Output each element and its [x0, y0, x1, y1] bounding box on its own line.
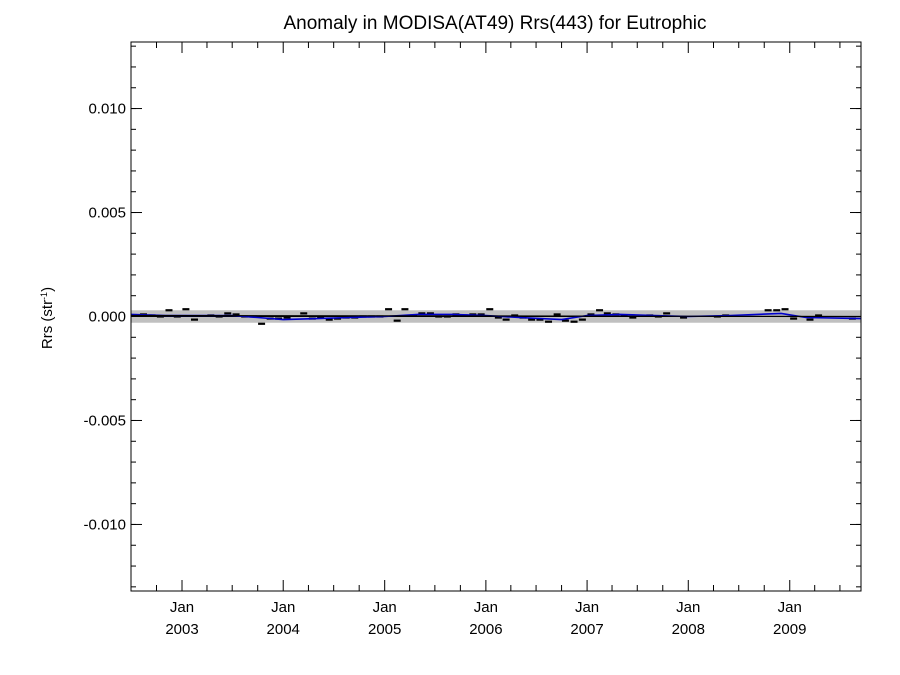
y-axis-title-close: ) — [39, 287, 56, 292]
y-tick-label: 0.010 — [88, 101, 126, 118]
x-tick-label-year: 2005 — [368, 621, 401, 638]
x-tick-label-month: Jan — [676, 599, 700, 616]
y-axis-title: Rrs (str-1) — [39, 287, 56, 349]
y-axis-title-main: Rrs (str — [39, 300, 56, 349]
x-tick-label-year: 2007 — [570, 621, 603, 638]
x-tick-label-month: Jan — [778, 599, 802, 616]
x-tick-label-year: 2006 — [469, 621, 502, 638]
x-tick-label-month: Jan — [474, 599, 498, 616]
y-axis-title-superscript: -1 — [39, 292, 49, 300]
x-tick-label-month: Jan — [373, 599, 397, 616]
tick-label-layer: 0.010 0.005 0.000 -0.005 -0.010 Jan 2003 Jan 200… — [83, 101, 806, 638]
y-tick-label: -0.010 — [83, 516, 126, 533]
y-tick-label: 0.000 — [88, 309, 126, 326]
trend-line — [130, 314, 862, 318]
y-axis-title-text: Rrs (str-1) — [39, 287, 56, 349]
x-tick-label-year: 2009 — [773, 621, 806, 638]
axes-layer — [130, 41, 862, 592]
x-tick-label-year: 2008 — [672, 621, 705, 638]
x-tick-label-month: Jan — [271, 599, 295, 616]
x-tick-label-year: 2004 — [267, 621, 300, 638]
y-tick-label: 0.005 — [88, 205, 126, 222]
y-tick-label: -0.005 — [83, 412, 126, 429]
x-tick-label-month: Jan — [170, 599, 194, 616]
chart-title: Anomaly in MODISA(AT49) Rrs(443) for Eut… — [283, 13, 706, 34]
series-layer — [130, 308, 862, 325]
x-tick-label-month: Jan — [575, 599, 599, 616]
x-tick-label-year: 2003 — [165, 621, 198, 638]
